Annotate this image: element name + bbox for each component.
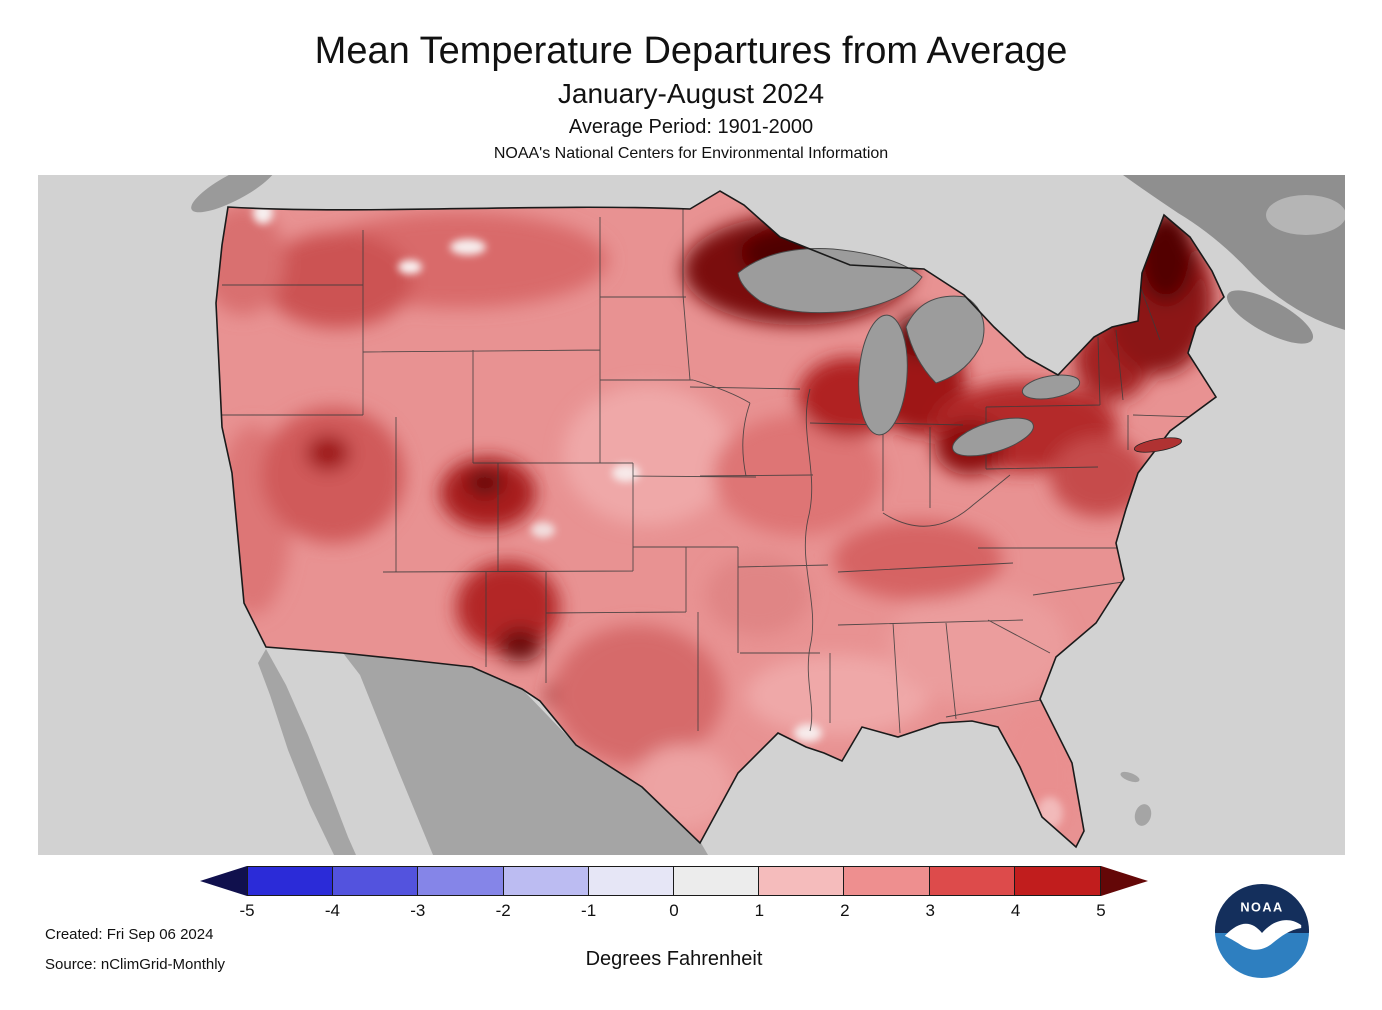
colorbar-tick-labels: -5 -4 -3 -2 -1 0 1 2 3 4 5	[239, 901, 1105, 923]
long-island	[1133, 437, 1183, 453]
lake-huron	[905, 295, 985, 384]
vancouver-island	[191, 175, 277, 213]
canada-inner-patch	[1266, 195, 1345, 235]
source-text: Source: nClimGrid-Monthly	[45, 956, 226, 973]
us-temperature-anomaly-map	[38, 175, 1345, 855]
tick-label: -5	[239, 901, 255, 920]
neighbor-landmasses	[191, 175, 1345, 855]
tick-label: -2	[495, 901, 511, 920]
baja-california	[258, 649, 356, 855]
page-subtitle: January-August 2024	[557, 77, 825, 109]
tick-label: 4	[1010, 901, 1021, 920]
colorbar-segment	[248, 867, 334, 895]
colorbar-segment	[418, 867, 504, 895]
unit-label: Degrees Fahrenheit	[585, 948, 763, 970]
great-lakes	[737, 248, 1081, 457]
colorbar-segment	[759, 867, 845, 895]
seagull-icon	[1224, 920, 1302, 950]
colorbar-left-arrow	[200, 866, 247, 896]
tick-label: -1	[581, 901, 597, 920]
colorbar-segment	[1014, 867, 1101, 895]
tick-label: -3	[410, 901, 426, 920]
lake-erie	[952, 417, 1034, 457]
tick-label: 0	[669, 901, 679, 920]
tick-label: 3	[925, 901, 935, 920]
noaa-logo: NOAA	[1213, 882, 1311, 980]
colorbar-segment	[929, 867, 1015, 895]
colorbar-segment	[588, 867, 675, 895]
colorbar-segment	[503, 867, 589, 895]
noaa-logo-text: NOAA	[1240, 899, 1283, 914]
colorbar-segments	[247, 866, 1101, 896]
header: Mean Temperature Departures from Average…	[0, 30, 1382, 163]
nova-scotia	[1226, 290, 1314, 344]
lake-michigan	[858, 314, 908, 436]
bahamas-island	[1120, 771, 1140, 783]
colorbar-segment	[674, 867, 760, 895]
tick-label: 2	[840, 901, 850, 920]
tick-label: -4	[324, 901, 340, 920]
us-national-outline	[215, 190, 1225, 849]
mexico-mainland	[343, 653, 708, 855]
noaa-logo-circle	[1214, 883, 1310, 979]
organization-text: NOAA's National Centers for Environmenta…	[493, 144, 889, 162]
bahamas-island-2	[1134, 804, 1152, 826]
tick-label: 5	[1096, 901, 1106, 920]
created-text: Created: Fri Sep 06 2024	[45, 926, 214, 943]
average-period-text: Average Period: 1901-2000	[568, 115, 814, 138]
colorbar-segment	[844, 867, 930, 895]
lake-ontario	[1021, 374, 1081, 400]
tick-label: 1	[754, 901, 765, 920]
page-title: Mean Temperature Departures from Average	[314, 30, 1068, 72]
colorbar-right-arrow	[1101, 866, 1148, 896]
colorbar-segment	[333, 867, 419, 895]
color-scale-bar	[200, 866, 1148, 896]
